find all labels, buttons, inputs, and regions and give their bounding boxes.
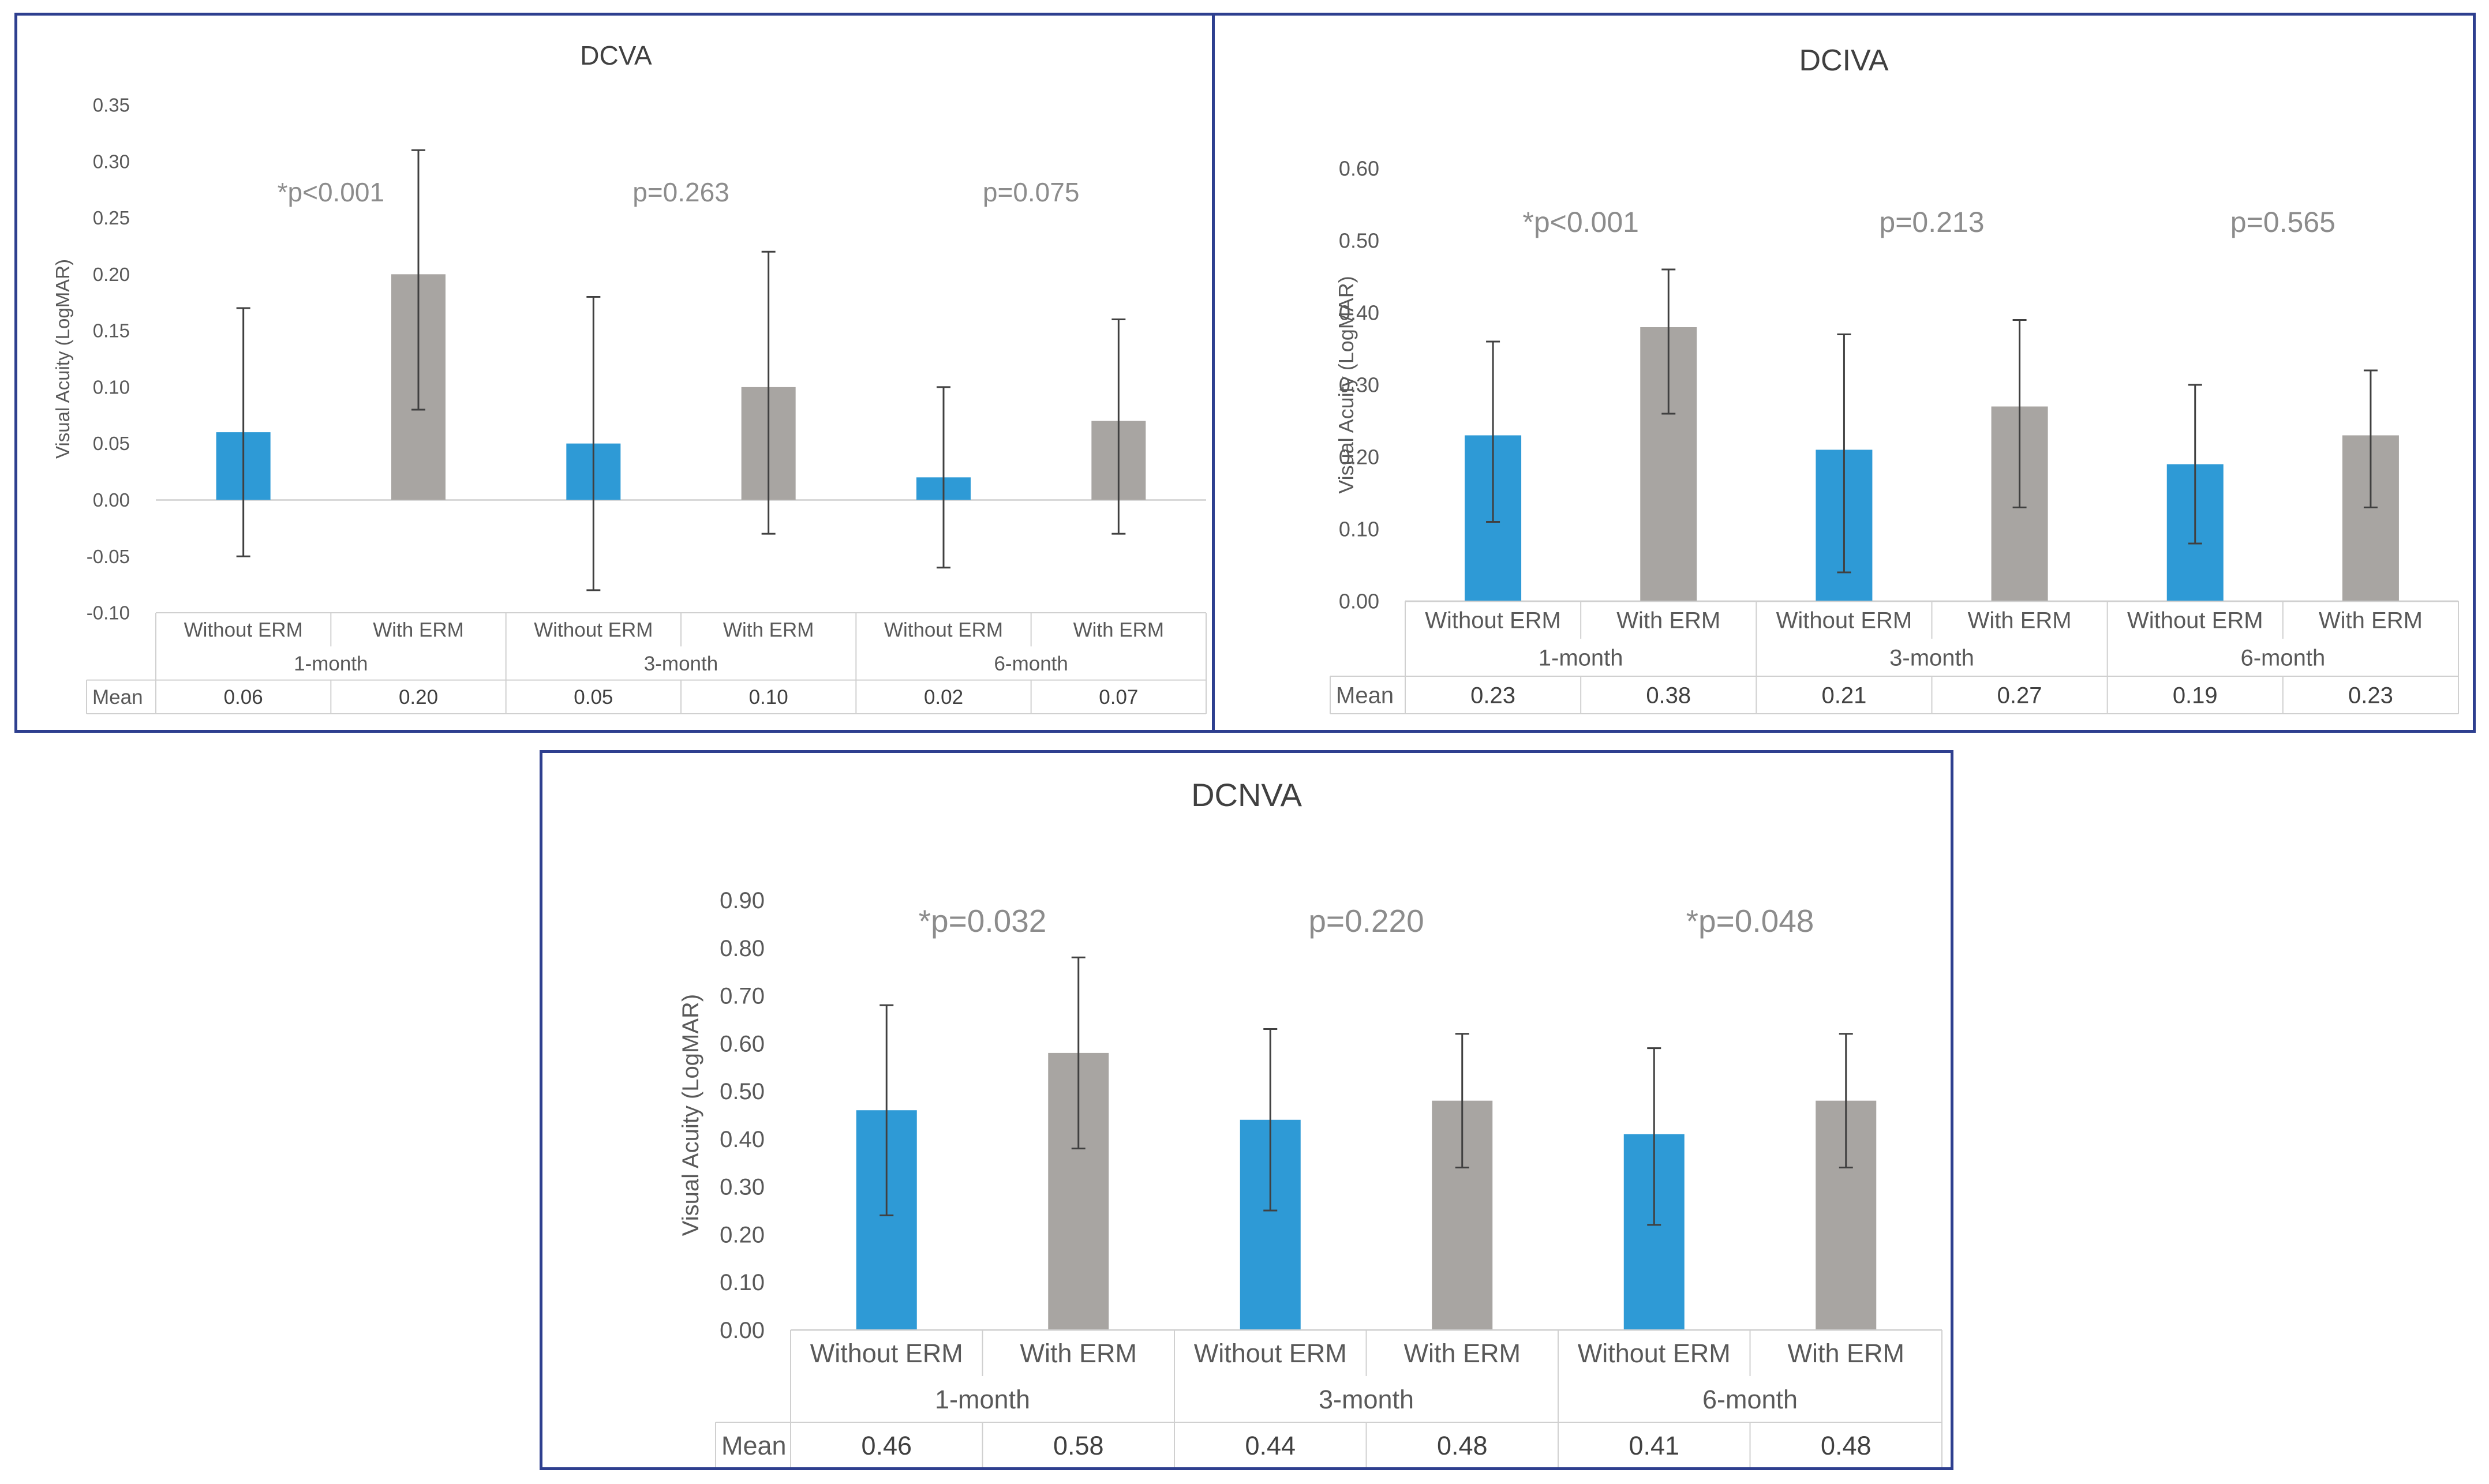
- x-group-label: 3-month: [1319, 1385, 1414, 1414]
- table-mean-value: 0.38: [1646, 683, 1691, 709]
- x-group-label: 1-month: [294, 653, 368, 675]
- y-tick-label: 0.35: [93, 95, 130, 116]
- p-value-label: p=0.075: [983, 177, 1080, 207]
- table-row-label: Mean: [1336, 683, 1394, 709]
- table-mean-value: 0.27: [1997, 683, 2042, 709]
- table-mean-value: 0.06: [224, 686, 263, 709]
- chart-title: DCIVA: [1799, 44, 1888, 77]
- y-axis-label: Visual Acuity (LogMAR): [52, 259, 73, 459]
- y-tick-label: 0.60: [1339, 157, 1379, 181]
- y-tick-label: 0.80: [720, 936, 765, 961]
- x-category-label: Without ERM: [1425, 608, 1561, 634]
- x-group-label: 6-month: [1702, 1385, 1798, 1414]
- x-category-label: Without ERM: [184, 619, 303, 641]
- y-tick-label: 0.10: [93, 376, 130, 398]
- y-tick-label: 0.25: [93, 207, 130, 228]
- y-tick-label: -0.10: [87, 602, 130, 624]
- x-category-label: Without ERM: [810, 1339, 963, 1368]
- table-mean-value: 0.05: [574, 686, 613, 709]
- p-value-label: *p=0.048: [1686, 903, 1814, 939]
- y-tick-label: 0.20: [720, 1222, 765, 1247]
- table-row-label: Mean: [92, 686, 143, 709]
- y-tick-label: 0.00: [720, 1318, 765, 1343]
- y-tick-label: 0.30: [720, 1175, 765, 1200]
- p-value-label: *p<0.001: [278, 177, 384, 207]
- table-mean-value: 0.20: [399, 686, 438, 709]
- table-mean-value: 0.46: [861, 1431, 912, 1460]
- x-category-label: Without ERM: [1194, 1339, 1347, 1368]
- table-mean-value: 0.02: [924, 686, 963, 709]
- dcva-chart-panel: DCVA Visual Acuity (LogMAR) -0.10 -0.05 0.00…: [14, 13, 1218, 733]
- y-tick-label: -0.05: [87, 546, 130, 567]
- table-mean-value: 0.07: [1099, 686, 1138, 709]
- x-category-label: Without ERM: [534, 619, 653, 641]
- x-group-label: 3-month: [1889, 646, 1974, 671]
- dciva-chart-panel: DCIVA Visual Acuity (LogMAR) 0.00 0.10 0.20 0…: [1212, 13, 2476, 733]
- dcnva-chart-panel: DCNVA Visual Acuity (LogMAR) 0.00 0.10 0.20 0…: [540, 750, 1953, 1470]
- y-tick-label: 0.50: [720, 1079, 765, 1104]
- x-group-label: 6-month: [2240, 646, 2325, 671]
- table-mean-value: 0.21: [1821, 683, 1866, 709]
- p-value-label: p=0.213: [1879, 206, 1984, 238]
- table-mean-value: 0.44: [1245, 1431, 1296, 1460]
- chart-title: DCNVA: [1191, 777, 1302, 813]
- table-mean-value: 0.23: [2348, 683, 2393, 709]
- x-group-label: 6-month: [994, 653, 1068, 675]
- y-tick-label: 0.90: [720, 888, 765, 913]
- y-tick-label: 0.10: [720, 1270, 765, 1295]
- p-value-label: *p=0.032: [919, 903, 1047, 939]
- x-category-label: Without ERM: [1578, 1339, 1731, 1368]
- x-category-label: With ERM: [1616, 608, 1720, 634]
- table-mean-value: 0.10: [749, 686, 788, 709]
- x-group-label: 1-month: [1539, 646, 1623, 671]
- x-category-label: With ERM: [723, 619, 814, 641]
- table-row-label: Mean: [721, 1431, 787, 1460]
- y-tick-label: 0.20: [1339, 445, 1379, 469]
- chart-title: DCVA: [580, 40, 652, 70]
- dciva-chart: DCIVA Visual Acuity (LogMAR) 0.00 0.10 0.20 0…: [1330, 44, 2459, 714]
- p-value-label: p=0.220: [1308, 903, 1424, 939]
- dcnva-chart: DCNVA Visual Acuity (LogMAR) 0.00 0.10 0.20 0…: [678, 777, 1942, 1467]
- x-category-label: With ERM: [1788, 1339, 1905, 1368]
- p-value-label: *p<0.001: [1522, 206, 1639, 238]
- x-group-label: 1-month: [935, 1385, 1030, 1414]
- y-tick-label: 0.05: [93, 433, 130, 454]
- x-category-label: Without ERM: [1776, 608, 1912, 634]
- y-tick-label: 0.40: [1339, 301, 1379, 325]
- y-axis-label: Visual Acuity (LogMAR): [678, 994, 703, 1236]
- y-tick-label: 0.70: [720, 984, 765, 1009]
- table-mean-value: 0.48: [1437, 1431, 1488, 1460]
- x-category-label: With ERM: [1020, 1339, 1137, 1368]
- table-mean-value: 0.19: [2173, 683, 2218, 709]
- table-mean-value: 0.41: [1629, 1431, 1679, 1460]
- y-tick-label: 0.20: [93, 264, 130, 285]
- x-category-label: With ERM: [373, 619, 464, 641]
- y-tick-label: 0.30: [1339, 373, 1379, 397]
- y-axis-label: Visual Acuity (LogMAR): [1334, 276, 1358, 494]
- x-category-label: With ERM: [1073, 619, 1165, 641]
- table-mean-value: 0.48: [1821, 1431, 1872, 1460]
- p-value-label: p=0.263: [632, 177, 729, 207]
- x-category-label: With ERM: [2319, 608, 2423, 634]
- table-mean-value: 0.23: [1470, 683, 1515, 709]
- y-tick-label: 0.60: [720, 1031, 765, 1056]
- dcva-chart: DCVA Visual Acuity (LogMAR) -0.10 -0.05 0.00…: [52, 40, 1207, 714]
- y-tick-label: 0.30: [93, 151, 130, 172]
- x-group-label: 3-month: [644, 653, 718, 675]
- y-tick-label: 0.40: [720, 1127, 765, 1152]
- y-tick-label: 0.00: [1339, 590, 1379, 613]
- table-mean-value: 0.58: [1053, 1431, 1104, 1460]
- y-tick-label: 0.10: [1339, 518, 1379, 541]
- y-tick-label: 0.50: [1339, 229, 1379, 253]
- x-category-label: Without ERM: [884, 619, 1003, 641]
- y-tick-label: 0.15: [93, 320, 130, 342]
- y-tick-label: 0.00: [93, 489, 130, 511]
- x-category-label: With ERM: [1968, 608, 2072, 634]
- p-value-label: p=0.565: [2230, 206, 2335, 238]
- x-category-label: Without ERM: [2127, 608, 2263, 634]
- x-category-label: With ERM: [1404, 1339, 1521, 1368]
